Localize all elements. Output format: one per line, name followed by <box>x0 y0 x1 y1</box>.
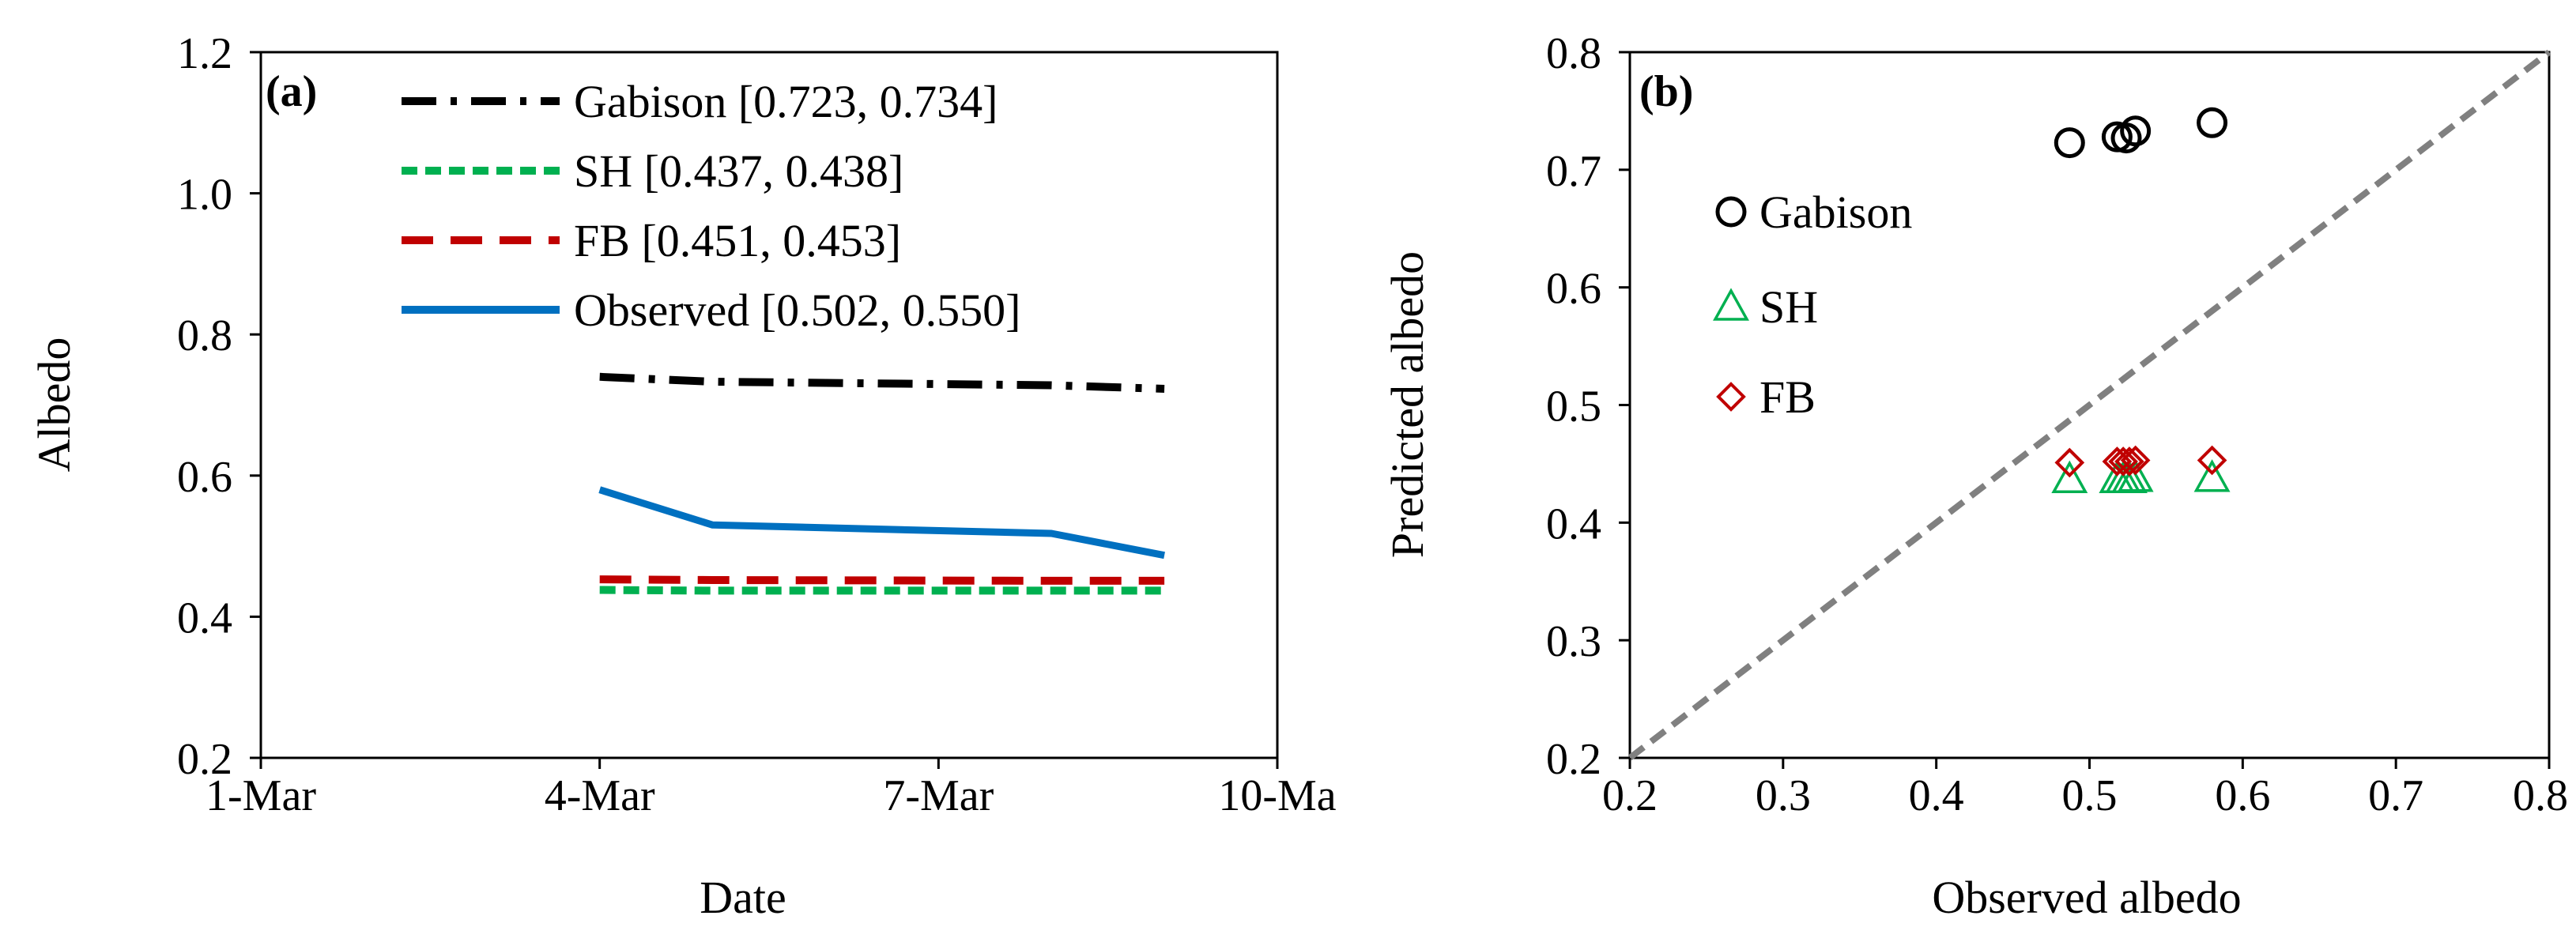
point-gabison <box>2054 127 2085 159</box>
point-gabison <box>2110 122 2142 154</box>
legend-label-fb: FB <box>1759 371 1816 423</box>
legend-label-fb: FB [0.451, 0.453] <box>574 215 901 266</box>
y-tick-label: 0.6 <box>177 453 232 502</box>
x-axis-label-b: Observed albedo <box>1932 872 2241 923</box>
point-gabison <box>2120 115 2152 147</box>
legend-label-gabison: Gabison <box>1759 187 1912 238</box>
y-tick-label: 0.8 <box>1546 29 1601 78</box>
x-axis-ticks-a: 1-Mar 4-Mar 7-Mar 10-Ma <box>206 758 1337 820</box>
y-tick-label: 0.7 <box>1546 147 1601 196</box>
x-tick-label: 0.7 <box>2368 771 2423 820</box>
x-axis-ticks-b: 0.2 0.3 0.4 0.5 0.6 0.7 0.8 <box>1602 758 2568 820</box>
x-tick-label: 0.5 <box>2062 771 2118 820</box>
series-line-fb <box>599 575 1165 585</box>
legend-marker-sh <box>1713 288 1749 321</box>
x-tick-label: 1-Mar <box>206 771 316 820</box>
point-fb <box>2114 447 2144 477</box>
y-axis-label-b: Predicted albedo <box>1382 251 1433 558</box>
y-tick-label: 0.2 <box>1546 735 1601 784</box>
series-line-sh <box>599 586 1165 595</box>
point-fb <box>2120 445 2151 476</box>
x-tick-label: 0.4 <box>1909 771 1964 820</box>
legend-label-gabison: Gabison [0.723, 0.734] <box>574 76 998 127</box>
x-tick-label: 7-Mar <box>883 771 994 820</box>
y-tick-label: 0.6 <box>1546 265 1601 314</box>
y-tick-label: 0.5 <box>1546 382 1601 431</box>
legend-label-observed: Observed [0.502, 0.550] <box>574 284 1020 336</box>
y-tick-label: 0.8 <box>177 311 232 360</box>
y-tick-label: 0.4 <box>177 593 232 642</box>
x-tick-label: 0.2 <box>1602 771 1658 820</box>
panel-label-a: (a) <box>266 67 317 116</box>
y-axis-ticks-b: 0.2 0.3 0.4 0.5 0.6 0.7 0.8 <box>1546 29 1630 784</box>
panel-label-b: (b) <box>1639 67 1693 116</box>
series-line-observed <box>598 486 1165 560</box>
scatter-points-b <box>2051 107 2231 494</box>
point-sh <box>2117 459 2154 492</box>
scatter-chart-panel-b: 0.2 0.3 0.4 0.5 0.6 0.7 0.8 0.2 0.3 0.4 0.5 0.6 0.7… <box>1382 29 2568 923</box>
plot-area-a <box>259 51 1279 759</box>
x-axis-label-a: Date <box>700 872 786 923</box>
y-axis-ticks-a: 0.2 0.4 0.6 0.8 1.0 1.2 <box>177 29 261 784</box>
series-line-gabison <box>599 372 1165 393</box>
y-tick-label: 1.2 <box>177 29 232 78</box>
series-lines-a <box>598 372 1165 595</box>
x-tick-label: 0.3 <box>1756 771 1811 820</box>
x-tick-label: 10-Ma <box>1218 771 1336 820</box>
y-tick-label: 0.2 <box>177 735 232 784</box>
line-chart-panel-a: 0.20.40.60.81.01.2 1-Mar 4-Mar 7-Mar 10-Ma … <box>28 29 1337 923</box>
y-tick-label: 0.4 <box>1546 499 1601 548</box>
point-gabison <box>2197 107 2228 138</box>
legend-marker-fb <box>1716 382 1746 412</box>
legend-label-sh: SH [0.437, 0.438] <box>574 145 903 197</box>
legend-marker-gabison <box>1715 196 1747 228</box>
one-to-one-line <box>1627 49 2551 761</box>
y-axis-label-a: Albedo <box>28 337 80 473</box>
x-tick-label: 4-Mar <box>545 771 655 820</box>
point-fb <box>2197 445 2227 476</box>
y-tick-label: 1.0 <box>177 171 232 220</box>
point-sh <box>2193 459 2231 492</box>
point-fb <box>2054 447 2085 478</box>
point-fb <box>2108 447 2138 477</box>
point-sh <box>2051 460 2088 494</box>
y-tick-label: 0.3 <box>1546 617 1601 666</box>
x-tick-label: 0.6 <box>2215 771 2270 820</box>
x-tick-label: 0.8 <box>2513 771 2568 820</box>
legend-a: Gabison [0.723, 0.734] SH [0.437, 0.438] F… <box>402 76 1020 336</box>
legend-b: Gabison SH FB <box>1713 187 1912 423</box>
legend-label-sh: SH <box>1759 281 1818 333</box>
